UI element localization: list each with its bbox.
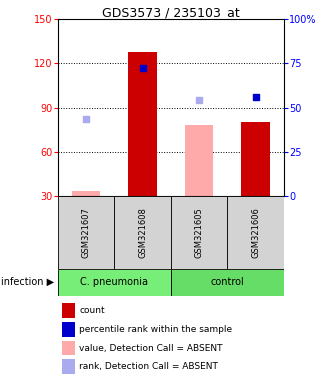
Text: percentile rank within the sample: percentile rank within the sample — [79, 325, 232, 334]
Bar — [62, 359, 75, 374]
Bar — [171, 196, 227, 269]
Point — [196, 97, 202, 103]
Bar — [227, 196, 284, 269]
Bar — [62, 341, 75, 356]
Bar — [62, 322, 75, 337]
Bar — [242, 122, 270, 196]
Text: GSM321606: GSM321606 — [251, 207, 260, 258]
Bar — [62, 303, 75, 318]
Bar — [58, 196, 114, 269]
Text: C. pneumonia: C. pneumonia — [80, 277, 148, 287]
Title: GDS3573 / 235103_at: GDS3573 / 235103_at — [102, 6, 240, 19]
Bar — [114, 196, 171, 269]
Bar — [58, 269, 171, 296]
Text: GSM321608: GSM321608 — [138, 207, 147, 258]
Text: infection ▶: infection ▶ — [1, 277, 54, 287]
Text: count: count — [79, 306, 105, 315]
Text: rank, Detection Call = ABSENT: rank, Detection Call = ABSENT — [79, 362, 218, 371]
Text: control: control — [211, 277, 244, 287]
Point — [253, 94, 258, 100]
Text: GSM321607: GSM321607 — [82, 207, 90, 258]
Bar — [72, 191, 100, 196]
Bar — [171, 269, 284, 296]
Text: value, Detection Call = ABSENT: value, Detection Call = ABSENT — [79, 344, 223, 353]
Bar — [185, 125, 213, 196]
Point — [83, 116, 89, 122]
Bar — [128, 51, 157, 196]
Text: GSM321605: GSM321605 — [194, 207, 204, 258]
Point — [140, 65, 145, 71]
